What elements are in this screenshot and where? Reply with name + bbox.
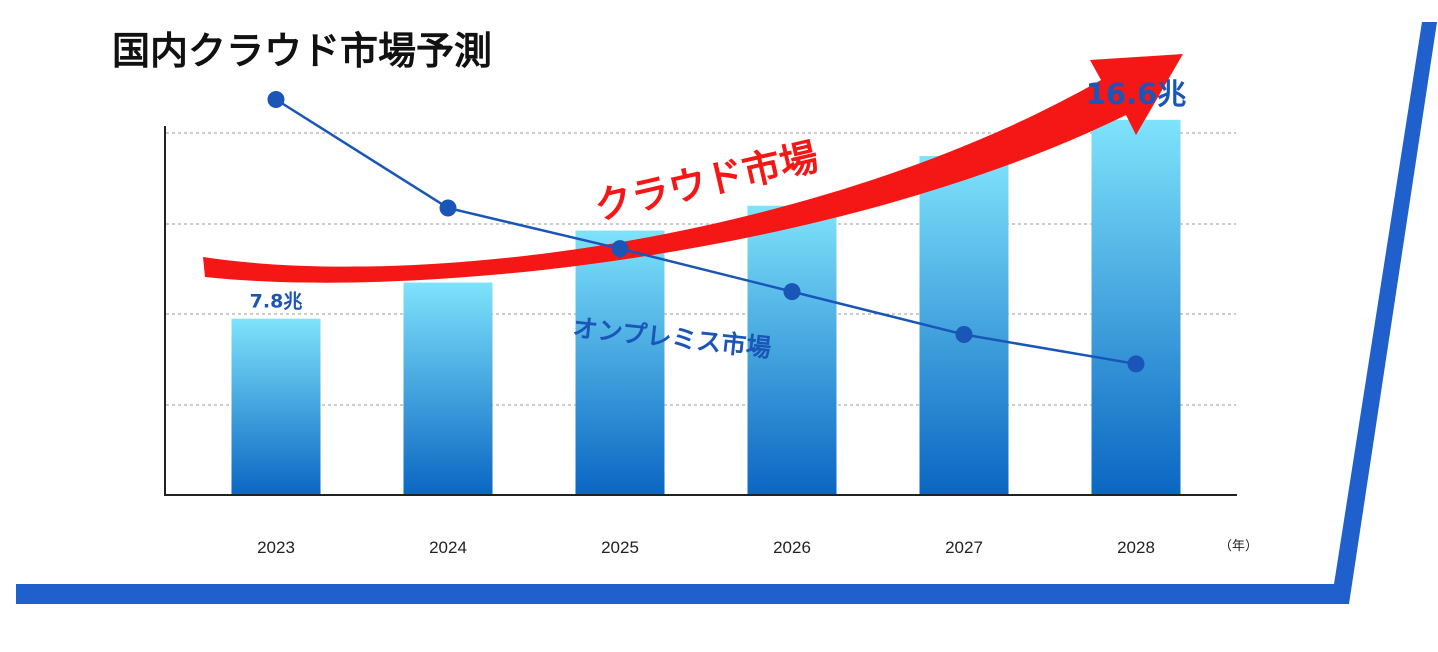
x-tick-label: 2027 [945,538,983,557]
x-tick-labels: 2023 2024 2025 2026 2027 2028 [257,538,1155,557]
onprem-point-2026 [784,283,801,300]
onprem-point-2025 [612,240,629,257]
x-axis-unit-label: （年） [1219,539,1258,554]
data-label-2023: 7.8兆 [250,291,303,313]
bar-2025 [576,231,665,495]
bar-2024 [404,283,493,495]
x-tick-label: 2026 [773,538,811,557]
onprem-point-2023 [268,91,285,108]
chart-title: 国内クラウド市場予測 [112,29,492,73]
onprem-point-2027 [956,326,973,343]
bar-2028 [1092,120,1181,495]
data-label-2028: 16.6兆 [1086,77,1187,111]
cloud-market-chart: 国内クラウド市場予測 202320242025202620272028 （年） … [0,0,1438,652]
x-tick-label: 2028 [1117,538,1155,557]
background-frame [16,22,1437,604]
onprem-point-2028 [1128,355,1145,372]
x-tick-label: 2024 [429,538,467,557]
bar-2023 [232,319,321,495]
x-tick-label: 2025 [601,538,639,557]
onprem-point-2024 [440,199,457,216]
x-tick-label: 2023 [257,538,295,557]
